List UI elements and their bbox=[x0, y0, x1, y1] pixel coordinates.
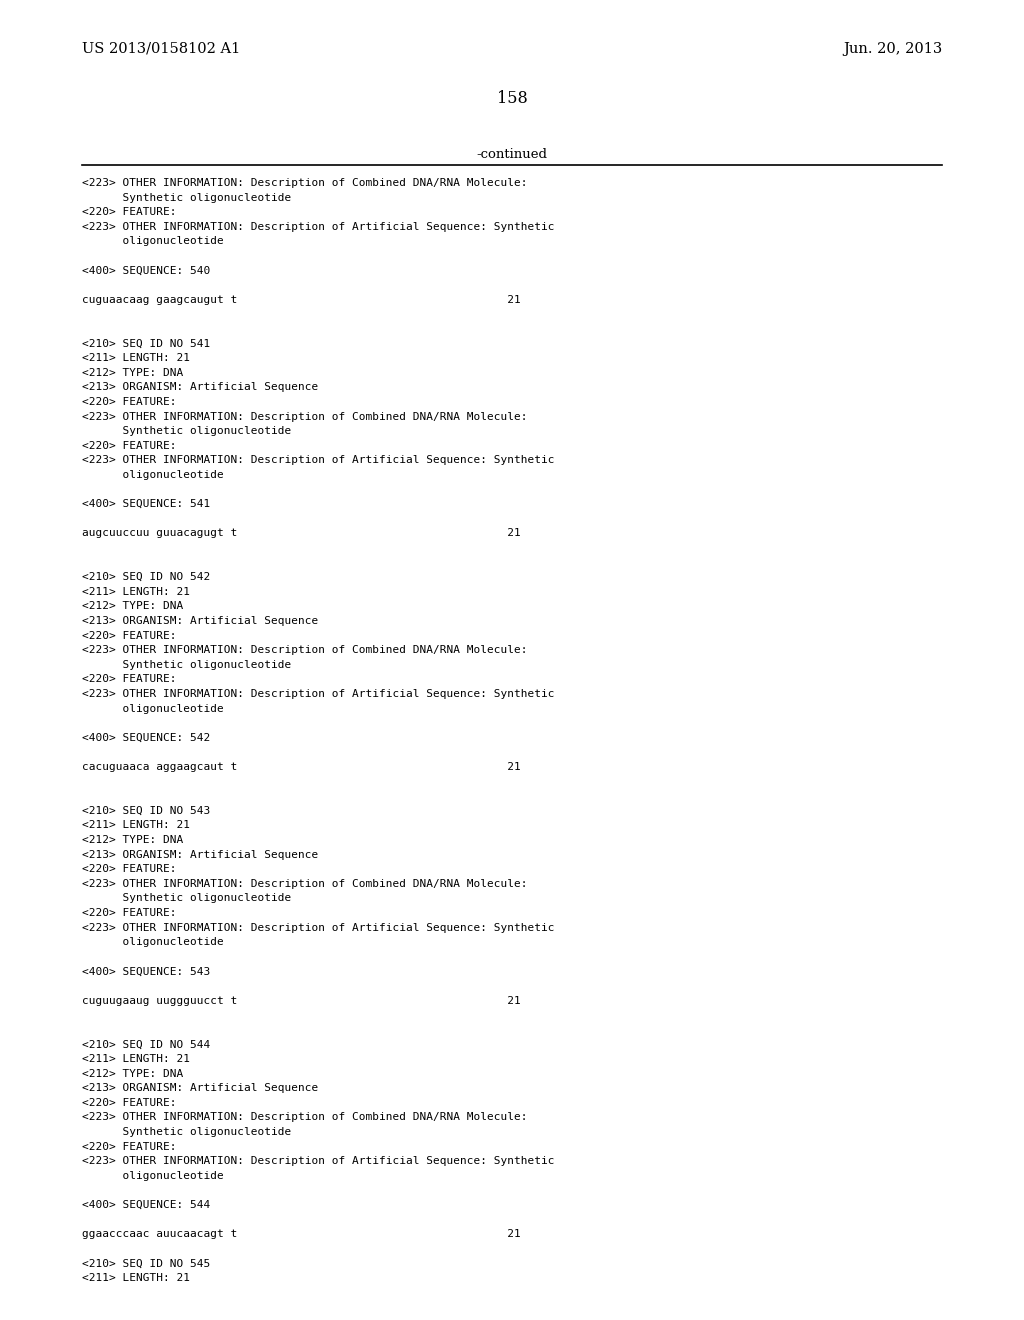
Text: <220> FEATURE:: <220> FEATURE: bbox=[82, 397, 176, 407]
Text: <210> SEQ ID NO 545: <210> SEQ ID NO 545 bbox=[82, 1258, 210, 1269]
Text: <220> FEATURE:: <220> FEATURE: bbox=[82, 675, 176, 684]
Text: <211> LENGTH: 21: <211> LENGTH: 21 bbox=[82, 1272, 190, 1283]
Text: <223> OTHER INFORMATION: Description of Combined DNA/RNA Molecule:: <223> OTHER INFORMATION: Description of … bbox=[82, 645, 527, 655]
Text: cuguaacaag gaagcaugut t                                        21: cuguaacaag gaagcaugut t 21 bbox=[82, 294, 521, 305]
Text: cuguugaaug uuggguucct t                                        21: cuguugaaug uuggguucct t 21 bbox=[82, 995, 521, 1006]
Text: augcuuccuu guuacagugt t                                        21: augcuuccuu guuacagugt t 21 bbox=[82, 528, 521, 539]
Text: <220> FEATURE:: <220> FEATURE: bbox=[82, 1142, 176, 1151]
Text: <220> FEATURE:: <220> FEATURE: bbox=[82, 1098, 176, 1107]
Text: <213> ORGANISM: Artificial Sequence: <213> ORGANISM: Artificial Sequence bbox=[82, 383, 318, 392]
Text: Jun. 20, 2013: Jun. 20, 2013 bbox=[843, 42, 942, 55]
Text: Synthetic oligonucleotide: Synthetic oligonucleotide bbox=[82, 1127, 291, 1137]
Text: <400> SEQUENCE: 540: <400> SEQUENCE: 540 bbox=[82, 265, 210, 276]
Text: <223> OTHER INFORMATION: Description of Combined DNA/RNA Molecule:: <223> OTHER INFORMATION: Description of … bbox=[82, 879, 527, 888]
Text: <220> FEATURE:: <220> FEATURE: bbox=[82, 631, 176, 640]
Text: <211> LENGTH: 21: <211> LENGTH: 21 bbox=[82, 587, 190, 597]
Text: <212> TYPE: DNA: <212> TYPE: DNA bbox=[82, 368, 183, 378]
Text: <210> SEQ ID NO 541: <210> SEQ ID NO 541 bbox=[82, 339, 210, 348]
Text: <400> SEQUENCE: 544: <400> SEQUENCE: 544 bbox=[82, 1200, 210, 1210]
Text: 158: 158 bbox=[497, 90, 527, 107]
Text: <212> TYPE: DNA: <212> TYPE: DNA bbox=[82, 1069, 183, 1078]
Text: ggaacccaac auucaacagt t                                        21: ggaacccaac auucaacagt t 21 bbox=[82, 1229, 521, 1239]
Text: <212> TYPE: DNA: <212> TYPE: DNA bbox=[82, 602, 183, 611]
Text: <400> SEQUENCE: 542: <400> SEQUENCE: 542 bbox=[82, 733, 210, 743]
Text: <220> FEATURE:: <220> FEATURE: bbox=[82, 908, 176, 917]
Text: cacuguaaca aggaagcaut t                                        21: cacuguaaca aggaagcaut t 21 bbox=[82, 762, 521, 772]
Text: <220> FEATURE:: <220> FEATURE: bbox=[82, 441, 176, 451]
Text: <213> ORGANISM: Artificial Sequence: <213> ORGANISM: Artificial Sequence bbox=[82, 850, 318, 859]
Text: <400> SEQUENCE: 543: <400> SEQUENCE: 543 bbox=[82, 966, 210, 977]
Text: <211> LENGTH: 21: <211> LENGTH: 21 bbox=[82, 821, 190, 830]
Text: US 2013/0158102 A1: US 2013/0158102 A1 bbox=[82, 42, 241, 55]
Text: <212> TYPE: DNA: <212> TYPE: DNA bbox=[82, 836, 183, 845]
Text: <213> ORGANISM: Artificial Sequence: <213> ORGANISM: Artificial Sequence bbox=[82, 616, 318, 626]
Text: <211> LENGTH: 21: <211> LENGTH: 21 bbox=[82, 1053, 190, 1064]
Text: oligonucleotide: oligonucleotide bbox=[82, 937, 224, 948]
Text: <223> OTHER INFORMATION: Description of Artificial Sequence: Synthetic: <223> OTHER INFORMATION: Description of … bbox=[82, 689, 555, 700]
Text: <223> OTHER INFORMATION: Description of Artificial Sequence: Synthetic: <223> OTHER INFORMATION: Description of … bbox=[82, 923, 555, 933]
Text: Synthetic oligonucleotide: Synthetic oligonucleotide bbox=[82, 660, 291, 669]
Text: <223> OTHER INFORMATION: Description of Artificial Sequence: Synthetic: <223> OTHER INFORMATION: Description of … bbox=[82, 1156, 555, 1166]
Text: <210> SEQ ID NO 543: <210> SEQ ID NO 543 bbox=[82, 805, 210, 816]
Text: <223> OTHER INFORMATION: Description of Artificial Sequence: Synthetic: <223> OTHER INFORMATION: Description of … bbox=[82, 455, 555, 466]
Text: <220> FEATURE:: <220> FEATURE: bbox=[82, 865, 176, 874]
Text: Synthetic oligonucleotide: Synthetic oligonucleotide bbox=[82, 894, 291, 903]
Text: <223> OTHER INFORMATION: Description of Combined DNA/RNA Molecule:: <223> OTHER INFORMATION: Description of … bbox=[82, 1113, 527, 1122]
Text: <400> SEQUENCE: 541: <400> SEQUENCE: 541 bbox=[82, 499, 210, 510]
Text: oligonucleotide: oligonucleotide bbox=[82, 704, 224, 714]
Text: Synthetic oligonucleotide: Synthetic oligonucleotide bbox=[82, 426, 291, 436]
Text: oligonucleotide: oligonucleotide bbox=[82, 1171, 224, 1181]
Text: -continued: -continued bbox=[476, 148, 548, 161]
Text: Synthetic oligonucleotide: Synthetic oligonucleotide bbox=[82, 193, 291, 202]
Text: oligonucleotide: oligonucleotide bbox=[82, 236, 224, 247]
Text: <223> OTHER INFORMATION: Description of Combined DNA/RNA Molecule:: <223> OTHER INFORMATION: Description of … bbox=[82, 412, 527, 421]
Text: <223> OTHER INFORMATION: Description of Artificial Sequence: Synthetic: <223> OTHER INFORMATION: Description of … bbox=[82, 222, 555, 232]
Text: <220> FEATURE:: <220> FEATURE: bbox=[82, 207, 176, 218]
Text: <210> SEQ ID NO 544: <210> SEQ ID NO 544 bbox=[82, 1039, 210, 1049]
Text: <223> OTHER INFORMATION: Description of Combined DNA/RNA Molecule:: <223> OTHER INFORMATION: Description of … bbox=[82, 178, 527, 187]
Text: <213> ORGANISM: Artificial Sequence: <213> ORGANISM: Artificial Sequence bbox=[82, 1084, 318, 1093]
Text: <211> LENGTH: 21: <211> LENGTH: 21 bbox=[82, 354, 190, 363]
Text: oligonucleotide: oligonucleotide bbox=[82, 470, 224, 480]
Text: <210> SEQ ID NO 542: <210> SEQ ID NO 542 bbox=[82, 572, 210, 582]
